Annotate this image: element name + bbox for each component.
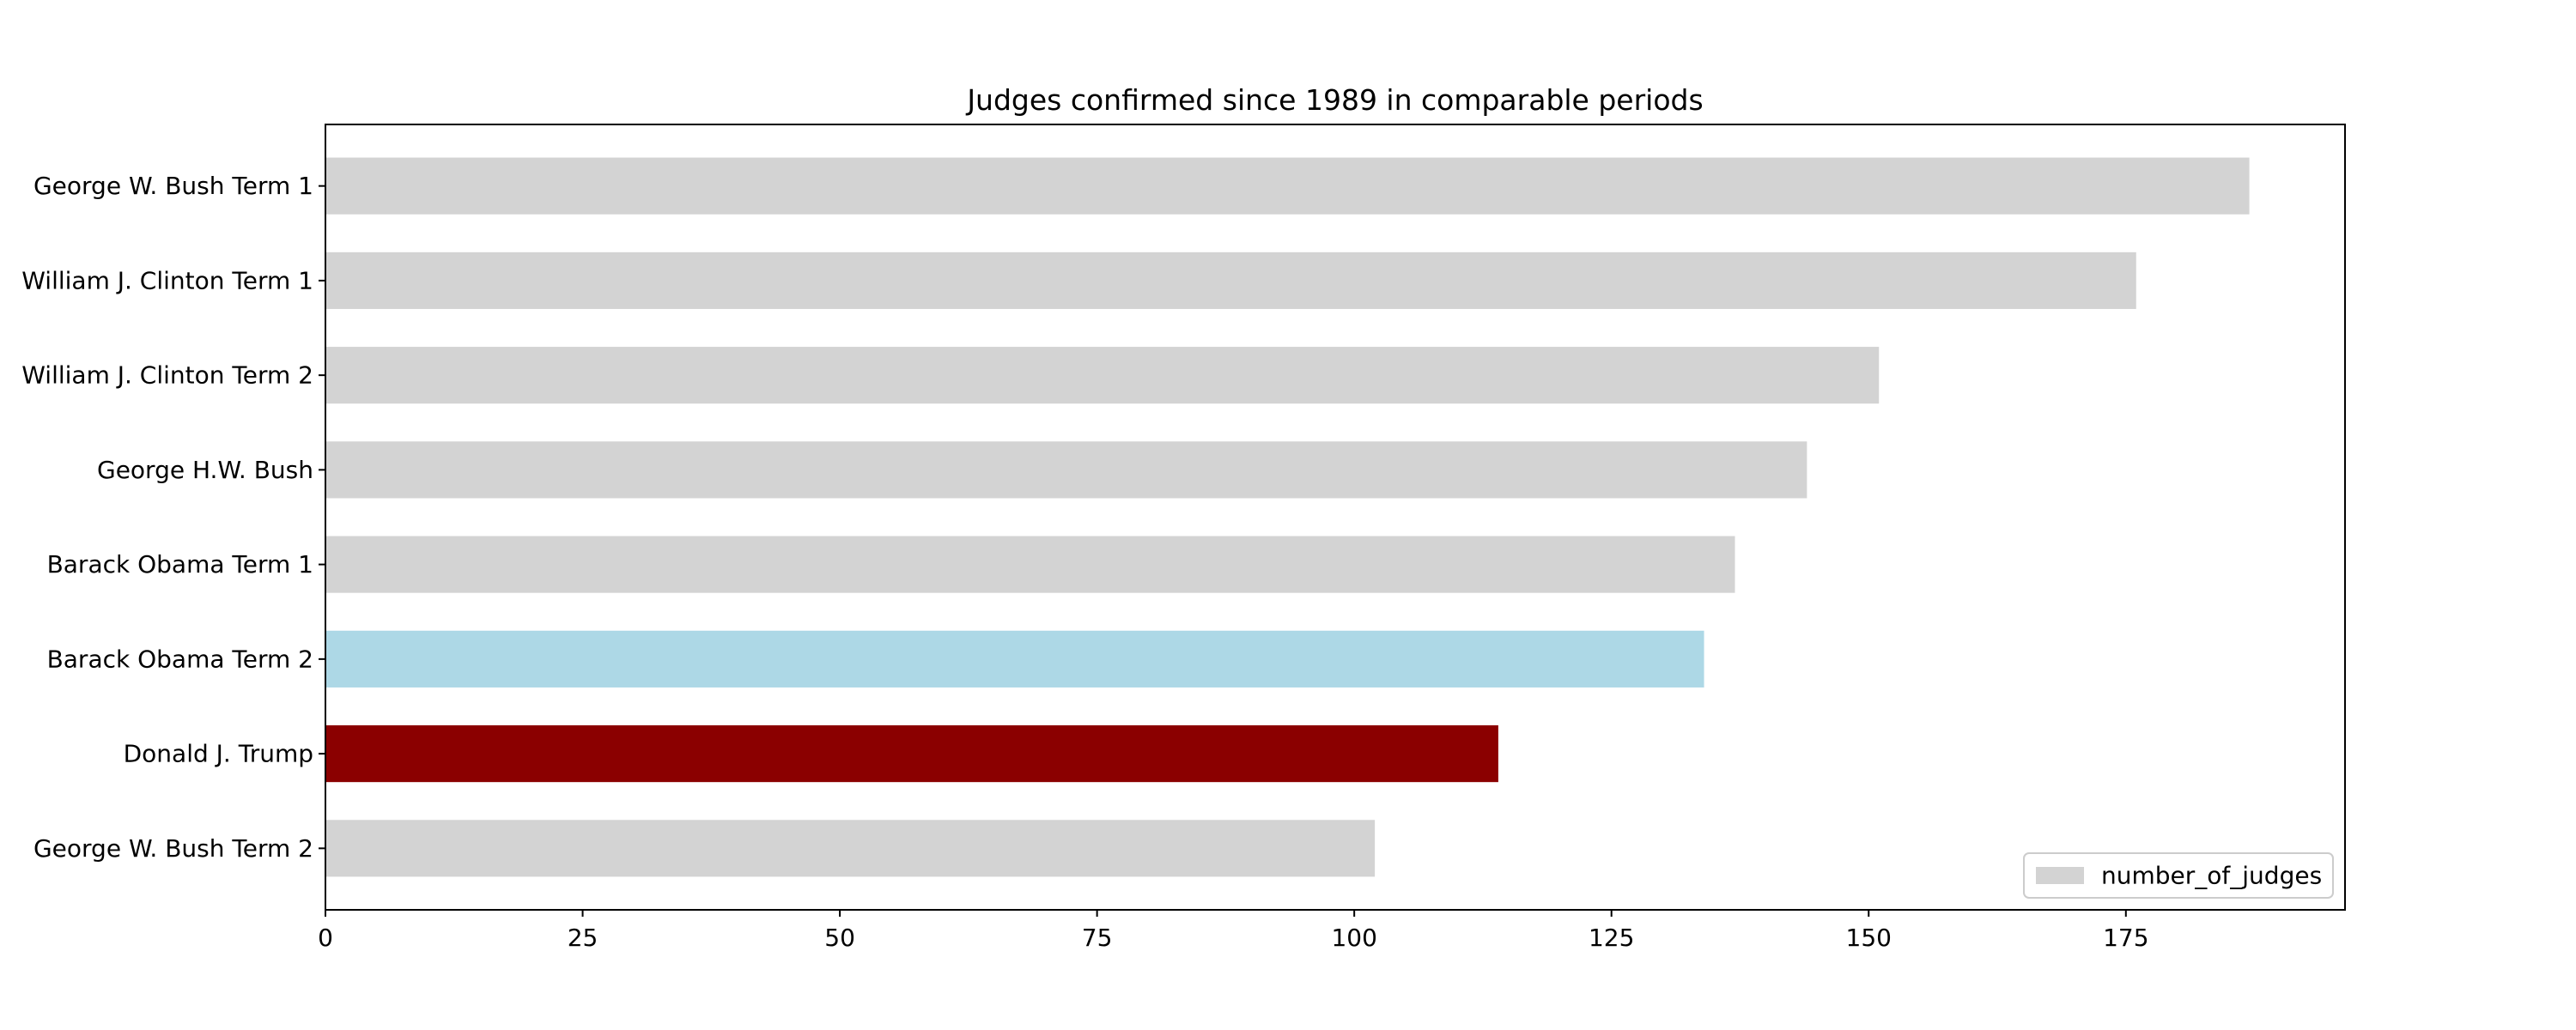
bars-layer [325,157,2250,877]
plot-frame [325,124,2346,911]
bar-0 [325,157,2250,215]
x-axis-ticks: 0 25 50 75 100 125 150 175 [318,910,2149,952]
legend-label: number_of_judges [2101,862,2322,890]
category-label: George H.W. Bush [97,456,313,484]
x-tick-label: 125 [1589,924,1634,952]
x-tick-label: 75 [1082,924,1113,952]
bar-3 [325,441,1807,499]
legend: number_of_judges [2023,852,2334,899]
chart-title: Judges confirmed since 1989 in comparabl… [965,83,1703,117]
x-tick-label: 0 [318,924,333,952]
x-tick-label: 25 [568,924,598,952]
category-label: William J. Clinton Term 2 [21,361,313,390]
x-tick-label: 50 [824,924,855,952]
bar-4 [325,536,1735,593]
category-label: Barack Obama Term 2 [47,645,313,673]
bar-1 [325,251,2136,309]
bar-6 [325,725,1498,783]
category-label: Donald J. Trump [124,740,313,768]
x-tick-label: 100 [1331,924,1376,952]
bar-2 [325,347,1880,404]
x-tick-label: 150 [1846,924,1892,952]
category-label: George W. Bush Term 1 [33,172,313,200]
legend-box [2023,852,2334,899]
category-label: George W. Bush Term 2 [33,834,313,863]
category-label: William J. Clinton Term 1 [21,266,313,294]
category-label: Barack Obama Term 1 [47,550,313,579]
bar-5 [325,630,1704,688]
x-tick-label: 175 [2103,924,2148,952]
category-labels: George W. Bush Term 1 William J. Clinton … [21,172,325,863]
bar-7 [325,820,1376,877]
legend-swatch [2036,867,2084,884]
